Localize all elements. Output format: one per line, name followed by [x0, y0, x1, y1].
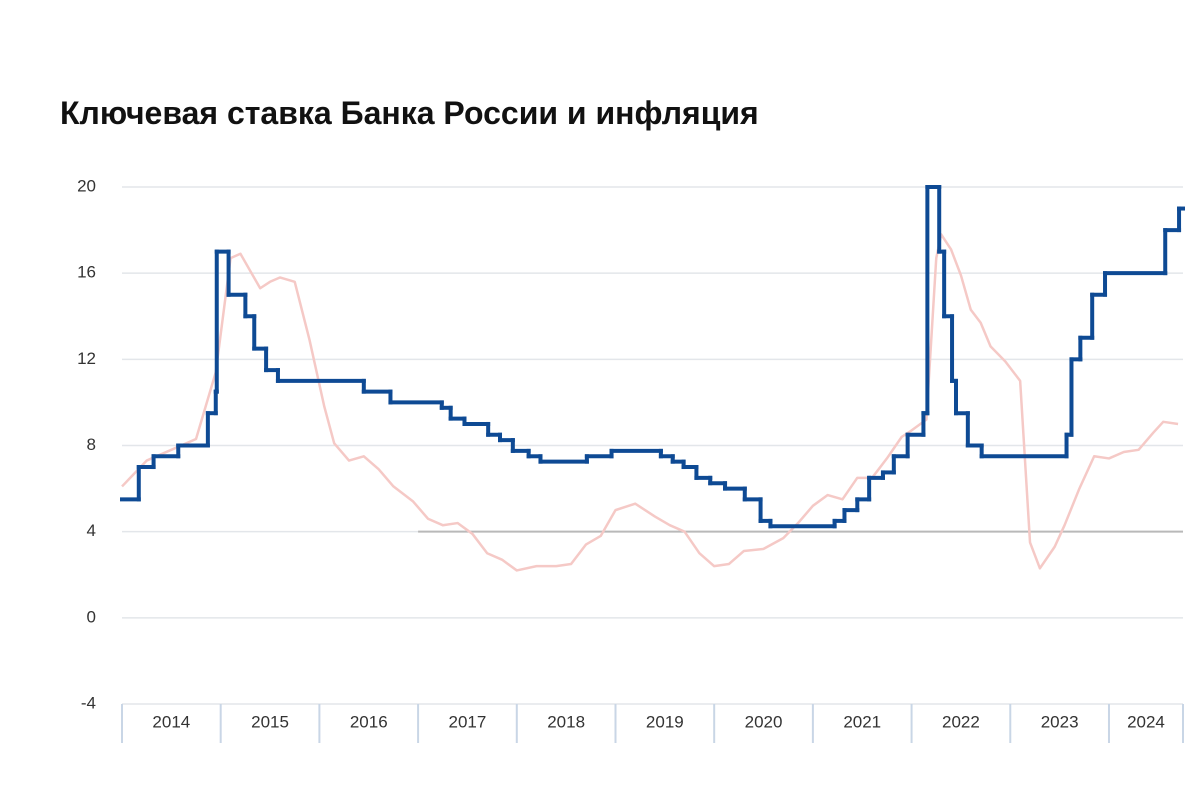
x-tick-label: 2016	[350, 712, 388, 731]
y-tick-label: -4	[81, 693, 96, 712]
x-tick-label: 2020	[745, 712, 783, 731]
x-tick-label: 2014	[152, 712, 190, 731]
y-tick-label: 4	[87, 521, 96, 540]
y-tick-label: 12	[77, 349, 96, 368]
x-tick-label: 2022	[942, 712, 980, 731]
x-tick-label: 2018	[547, 712, 585, 731]
x-tick-label: 2021	[843, 712, 881, 731]
y-tick-label: 8	[87, 435, 96, 454]
y-tick-label: 0	[87, 607, 96, 626]
inflation-line	[121, 233, 1179, 572]
x-tick-label: 2017	[449, 712, 487, 731]
x-tick-label: 2024	[1127, 712, 1165, 731]
y-tick-label: 16	[77, 263, 96, 282]
x-tick-label: 2015	[251, 712, 289, 731]
x-tick-label: 2019	[646, 712, 684, 731]
x-tick-label: 2023	[1041, 712, 1079, 731]
chart-title: Ключевая ставка Банка России и инфляция	[60, 95, 759, 131]
y-tick-label: 20	[77, 176, 96, 195]
